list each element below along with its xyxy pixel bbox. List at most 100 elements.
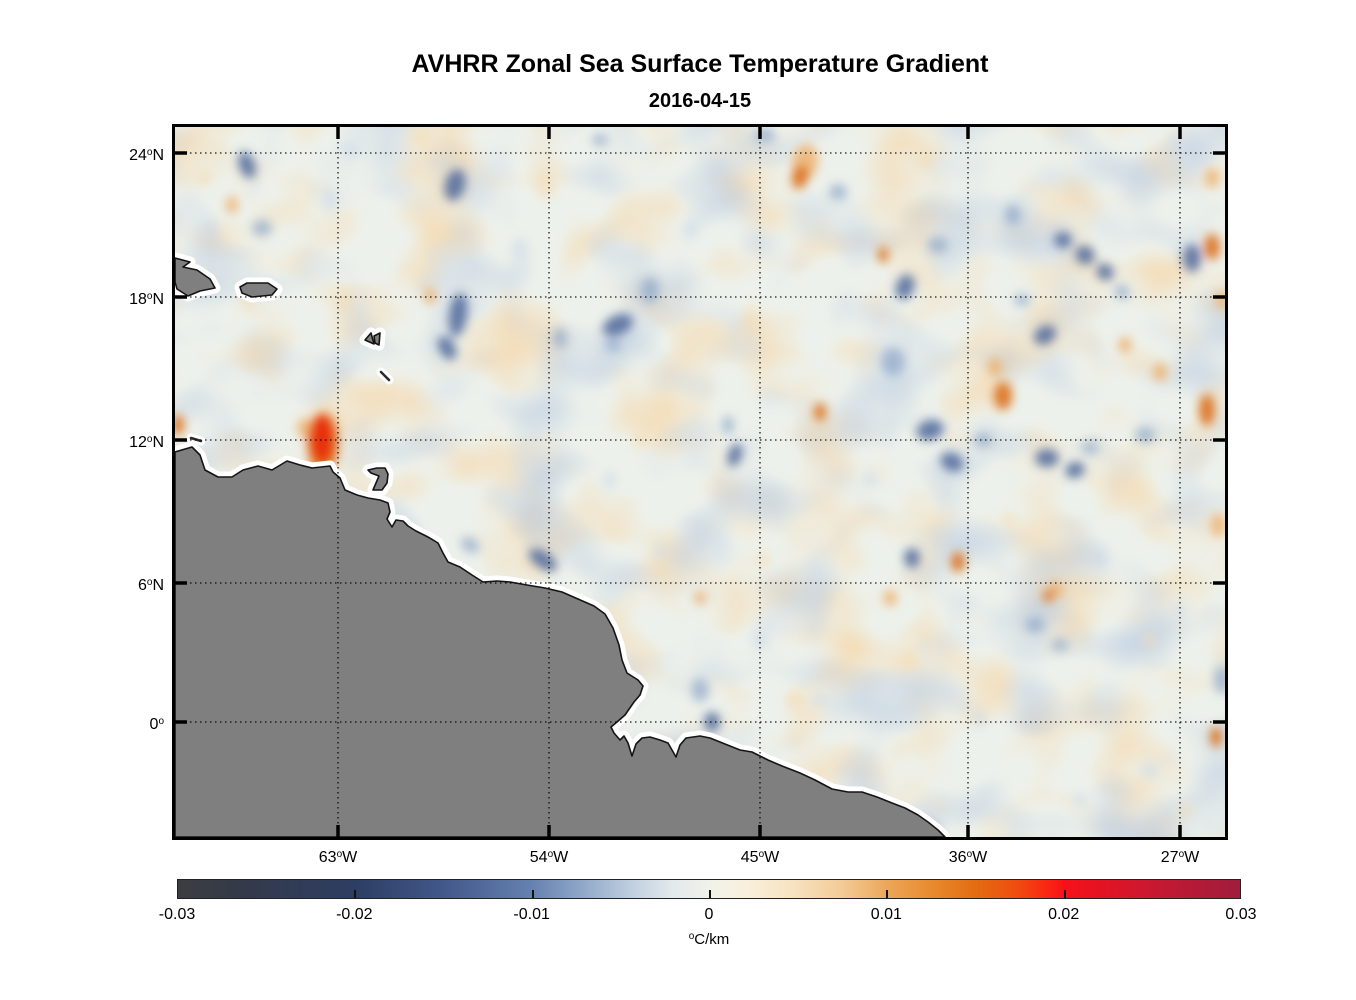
sst-blob <box>988 358 1002 376</box>
sst-blob <box>829 184 847 200</box>
tick-left <box>175 295 187 299</box>
sst-blob <box>1035 449 1059 467</box>
chart-subtitle: 2016-04-15 <box>648 90 752 112</box>
lesser-antilles-a <box>364 332 375 345</box>
degree-sign: o <box>158 716 164 727</box>
sst-blob <box>1211 513 1225 537</box>
sst-blob <box>1177 802 1193 818</box>
sst-blob <box>814 403 826 421</box>
sst-blob <box>1205 168 1219 188</box>
sst-blob <box>1072 793 1088 807</box>
sst-blob <box>1033 325 1057 345</box>
sst-blob <box>460 536 480 554</box>
tick-top <box>966 127 970 139</box>
tick-right <box>1213 581 1225 585</box>
sst-blob <box>1118 337 1132 353</box>
sst-blob <box>437 336 457 360</box>
sst-blob <box>994 382 1012 410</box>
sst-blob <box>444 169 466 201</box>
sst-blob <box>755 128 775 142</box>
sst-blob <box>226 196 238 214</box>
sst-blob <box>537 171 553 199</box>
sst-blob <box>200 216 220 244</box>
sst-blob <box>1052 639 1068 651</box>
sst-blob <box>1183 244 1201 272</box>
tick-bottom <box>1178 825 1182 837</box>
sst-blob <box>973 712 987 728</box>
y-tick-label: 18oN <box>129 291 164 308</box>
colorbar-tick <box>886 890 889 898</box>
sst-blob <box>1153 363 1167 381</box>
colorbar-tick-label: 0.03 <box>1225 906 1257 923</box>
sst-blob <box>727 443 743 467</box>
tick-left <box>175 720 187 724</box>
tick-right <box>1213 720 1225 724</box>
x-tick-label: 45oW <box>740 849 780 866</box>
sst-blob <box>311 415 333 463</box>
map-plot <box>172 124 1228 840</box>
sst-blob <box>641 277 659 303</box>
sst-blob <box>895 274 915 300</box>
tick-bottom <box>336 825 340 837</box>
sst-blob <box>1075 245 1095 265</box>
lesser-antilles-arc <box>379 370 391 382</box>
sst-blob <box>902 652 918 668</box>
sst-blob <box>722 416 734 434</box>
colorbar-tick-label: 0.01 <box>870 906 902 923</box>
sst-blob <box>1014 294 1030 306</box>
tick-top <box>1178 127 1182 139</box>
sst-blob <box>238 151 256 179</box>
trinidad <box>367 467 389 491</box>
sst-blob <box>881 348 905 376</box>
sst-blob <box>654 542 666 558</box>
sst-blob <box>602 313 634 337</box>
y-tick-label: 0o <box>149 716 164 733</box>
tick-bottom <box>966 825 970 837</box>
lesser-antilles-b <box>373 332 381 346</box>
tick-top <box>758 127 762 139</box>
sst-blob <box>1096 263 1114 281</box>
sst-blob <box>1054 232 1072 248</box>
x-tick-label: 54oW <box>529 849 569 866</box>
sst-blob <box>704 712 720 732</box>
degree-sign: o <box>146 291 153 302</box>
sst-blob <box>1143 632 1157 648</box>
sst-blob <box>787 692 803 708</box>
degree-sign: o <box>146 577 153 588</box>
sst-blob <box>916 150 934 170</box>
sst-blob <box>883 590 897 606</box>
sst-blob <box>1210 727 1222 747</box>
colorbar-tick-label: 0.02 <box>1048 906 1080 923</box>
sst-blob <box>904 548 920 568</box>
sst-blob <box>592 134 608 146</box>
sst-blob <box>878 247 888 263</box>
sst-blob <box>791 165 809 189</box>
sst-blob <box>605 339 621 351</box>
colorbar-tick <box>709 890 711 898</box>
y-tick-label: 6oN <box>137 577 164 594</box>
sst-blob <box>974 433 992 447</box>
sst-blob <box>1082 442 1098 454</box>
sst-blob <box>916 419 944 441</box>
sst-blob <box>175 415 184 435</box>
sst-blob <box>682 220 698 240</box>
graticule <box>175 127 1225 837</box>
degree-sign: o <box>547 849 554 860</box>
axis-ticks <box>175 127 1225 837</box>
sst-blob <box>741 304 759 336</box>
colorbar-tick <box>1063 890 1066 898</box>
sst-blob <box>756 551 770 569</box>
x-tick-label: 36oW <box>948 849 988 866</box>
sst-blob <box>694 591 706 605</box>
sst-blob <box>812 692 828 708</box>
y-tick-label: 12oN <box>129 434 164 451</box>
sst-blob <box>413 127 427 143</box>
sst-blob <box>322 188 338 212</box>
sst-blob <box>553 328 567 348</box>
colorbar-tick-label: -0.03 <box>158 906 196 923</box>
sst-blob <box>198 169 212 187</box>
y-tick-label: 24oN <box>129 147 164 164</box>
colorbar <box>177 879 1241 899</box>
tick-top <box>547 127 551 139</box>
